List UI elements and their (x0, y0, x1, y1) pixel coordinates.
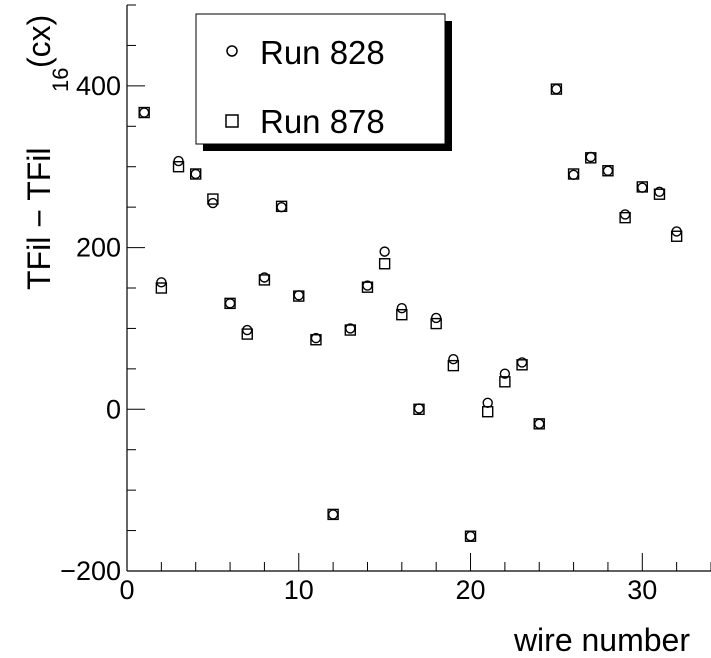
point-run-878 (327, 508, 339, 521)
legend-marker-run-828 (226, 45, 238, 57)
point-run-878 (464, 530, 477, 542)
point-run-828 (413, 403, 425, 414)
point-run-878 (550, 83, 563, 95)
point-run-878 (447, 359, 460, 372)
point-run-828 (276, 201, 287, 213)
point-run-878 (190, 168, 202, 180)
point-run-828 (242, 324, 253, 336)
x-axis-label: wire number (513, 622, 690, 658)
point-run-878 (241, 328, 253, 340)
point-run-878 (275, 200, 288, 213)
point-run-878 (344, 324, 356, 336)
point-run-878 (602, 165, 614, 177)
point-run-878 (172, 161, 185, 173)
point-run-828 (534, 418, 545, 430)
point-run-828 (327, 509, 339, 520)
point-run-878 (619, 211, 631, 224)
point-run-878 (567, 168, 580, 180)
point-run-828 (207, 197, 219, 209)
y-axis-label: TFil − TFil 16 (cx) (21, 15, 73, 290)
point-run-878 (499, 376, 511, 388)
point-run-828 (293, 290, 304, 301)
x-tick-label: 30 (627, 575, 657, 605)
point-run-828 (619, 209, 631, 220)
point-run-878 (293, 290, 305, 302)
point-run-828 (138, 107, 150, 118)
point-run-878 (396, 308, 408, 321)
point-run-828 (568, 169, 579, 181)
point-run-828 (448, 353, 459, 365)
point-run-828 (379, 246, 390, 257)
y-axis-label-main: TFil − TFil (21, 147, 57, 290)
point-run-878 (413, 403, 425, 415)
point-run-878 (310, 334, 322, 346)
point-run-878 (482, 406, 494, 418)
point-run-878 (430, 317, 442, 330)
y-tick-label: 400 (76, 71, 121, 101)
point-run-878 (224, 297, 236, 310)
y-tick-label: 200 (76, 233, 121, 263)
point-run-878 (516, 359, 528, 371)
point-run-828 (637, 182, 648, 193)
point-run-878 (653, 188, 666, 200)
axis-ticks (126, 4, 711, 572)
point-run-828 (396, 303, 408, 314)
point-run-878 (585, 152, 597, 164)
y-axis-label-unit: (cx) (21, 15, 57, 68)
legend-label-run-828: Run 828 (260, 34, 385, 71)
point-run-878 (155, 282, 168, 294)
point-run-828 (585, 151, 596, 163)
point-run-828 (499, 368, 511, 379)
point-run-828 (482, 397, 493, 409)
point-run-828 (190, 168, 201, 180)
point-run-828 (551, 83, 562, 95)
y-tick-label: −200 (60, 556, 121, 586)
point-run-878 (258, 274, 271, 286)
legend-label-run-878: Run 878 (260, 103, 385, 140)
point-run-878 (361, 281, 374, 293)
x-tick-label: 20 (456, 575, 486, 605)
point-run-878 (207, 193, 219, 205)
axis-labels: wire number TFil − TFil 16 (cx) (21, 15, 690, 658)
point-run-878 (378, 258, 391, 270)
point-run-878 (138, 106, 150, 119)
point-run-878 (636, 181, 648, 193)
data-points (138, 83, 683, 542)
x-tick-label: 10 (284, 575, 314, 605)
point-run-828 (602, 165, 614, 176)
y-tick-label: 0 (106, 394, 121, 424)
point-run-878 (670, 230, 683, 242)
y-axis-label-subscript: 16 (48, 68, 73, 92)
point-run-878 (533, 418, 545, 430)
point-run-828 (465, 531, 476, 542)
x-tick-label: 0 (119, 575, 134, 605)
legend-marker-run-878 (225, 114, 239, 128)
legend: Run 828 Run 878 (195, 13, 452, 151)
point-run-828 (224, 298, 236, 309)
